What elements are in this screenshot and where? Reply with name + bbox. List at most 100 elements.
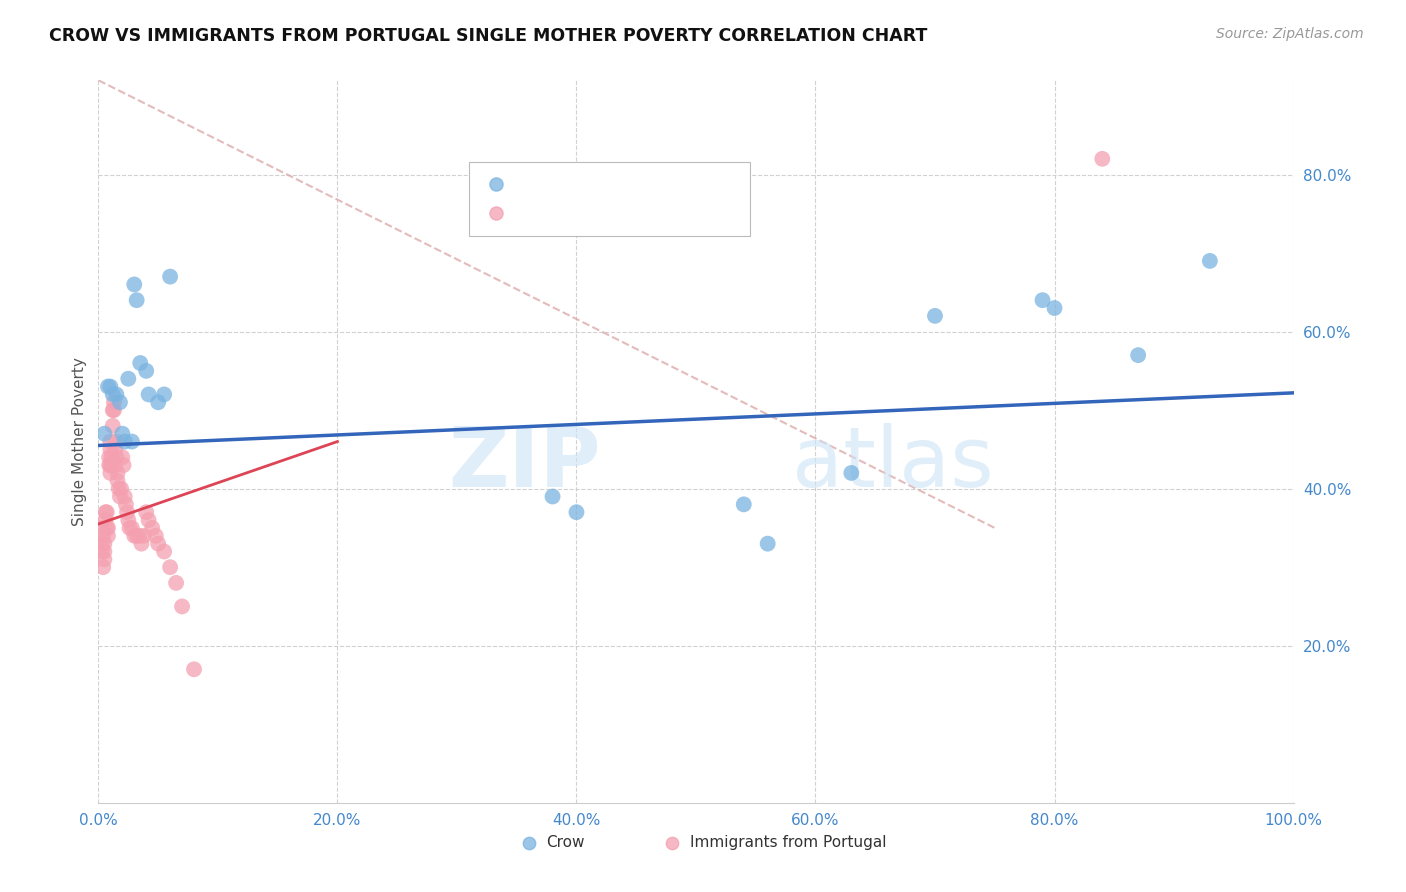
Point: [541, 490, 564, 504]
Point: [98, 458, 122, 472]
Point: [125, 293, 148, 308]
Point: [661, 838, 683, 853]
Text: CROW VS IMMIGRANTS FROM PORTUGAL SINGLE MOTHER POVERTY CORRELATION CHART: CROW VS IMMIGRANTS FROM PORTUGAL SINGLE …: [49, 27, 928, 45]
Point: [91, 536, 114, 550]
Point: [110, 482, 132, 496]
Point: [98, 466, 122, 480]
Point: [841, 466, 863, 480]
Point: [96, 521, 118, 535]
Text: 59: 59: [651, 203, 672, 221]
Point: [94, 513, 117, 527]
Point: [101, 387, 124, 401]
Point: [132, 529, 155, 543]
Point: [105, 450, 128, 465]
Text: N =: N =: [613, 175, 650, 193]
Point: [97, 529, 120, 543]
Point: [98, 450, 121, 465]
Text: 28: 28: [651, 175, 672, 193]
Text: Immigrants from Portugal: Immigrants from Portugal: [690, 835, 887, 850]
Point: [148, 395, 170, 409]
Text: R = 0.206    N = 28: R = 0.206 N = 28: [517, 175, 679, 193]
Text: N =: N =: [613, 203, 650, 221]
FancyBboxPatch shape: [470, 162, 749, 235]
Point: [91, 544, 114, 558]
Point: [125, 529, 148, 543]
Point: [93, 544, 115, 558]
Point: [111, 450, 134, 465]
Point: [114, 434, 136, 449]
Point: [103, 395, 125, 409]
Point: [108, 490, 131, 504]
Point: [118, 521, 141, 535]
Point: [733, 497, 755, 511]
Point: [108, 395, 131, 409]
Point: [165, 575, 187, 590]
Point: [107, 474, 129, 488]
Point: [485, 154, 508, 169]
Point: [1032, 293, 1054, 308]
Point: [98, 434, 122, 449]
Point: [107, 466, 129, 480]
Text: 0.260: 0.260: [557, 203, 603, 221]
Point: [128, 529, 150, 543]
Point: [90, 521, 112, 535]
Point: [565, 505, 588, 519]
Point: [93, 536, 115, 550]
Point: [1043, 301, 1066, 315]
Text: 0.206: 0.206: [557, 175, 603, 193]
Text: ZIP: ZIP: [449, 423, 600, 504]
Point: [101, 403, 124, 417]
Point: [924, 309, 946, 323]
Point: [107, 482, 129, 496]
Point: [1128, 348, 1150, 362]
Point: [97, 521, 120, 535]
Point: [159, 269, 181, 284]
Text: atlas: atlas: [792, 423, 993, 504]
Point: [93, 552, 115, 566]
Text: Source: ZipAtlas.com: Source: ZipAtlas.com: [1216, 27, 1364, 41]
Point: [141, 521, 163, 535]
Point: [172, 599, 194, 614]
Point: [517, 838, 540, 853]
Point: [121, 434, 143, 449]
Point: [135, 505, 157, 519]
Point: [112, 458, 135, 472]
Point: [91, 560, 114, 574]
Point: [104, 458, 127, 472]
Point: [98, 379, 122, 393]
Point: [117, 513, 139, 527]
Point: [1091, 152, 1114, 166]
Point: [124, 277, 146, 292]
Point: [91, 529, 114, 543]
Point: [159, 560, 181, 574]
Point: [138, 387, 160, 401]
Text: R =: R =: [517, 203, 553, 221]
Point: [117, 372, 139, 386]
Text: R =: R =: [517, 175, 553, 193]
Point: [129, 356, 152, 370]
Point: [124, 529, 146, 543]
Point: [101, 418, 124, 433]
Point: [138, 513, 160, 527]
Point: [100, 458, 122, 472]
Point: [114, 490, 136, 504]
Point: [153, 544, 176, 558]
Point: [105, 434, 128, 449]
Point: [121, 521, 143, 535]
Point: [148, 536, 170, 550]
Point: [98, 458, 121, 472]
Y-axis label: Single Mother Poverty: Single Mother Poverty: [72, 357, 87, 526]
Point: [115, 497, 138, 511]
Text: Crow: Crow: [547, 835, 585, 850]
Point: [485, 122, 508, 136]
Point: [135, 364, 157, 378]
Point: [98, 442, 122, 457]
Point: [105, 387, 128, 401]
Point: [153, 387, 176, 401]
Point: [97, 379, 120, 393]
Point: [104, 442, 127, 457]
Point: [1199, 254, 1222, 268]
Point: [111, 426, 134, 441]
Point: [103, 403, 125, 417]
Point: [131, 536, 153, 550]
